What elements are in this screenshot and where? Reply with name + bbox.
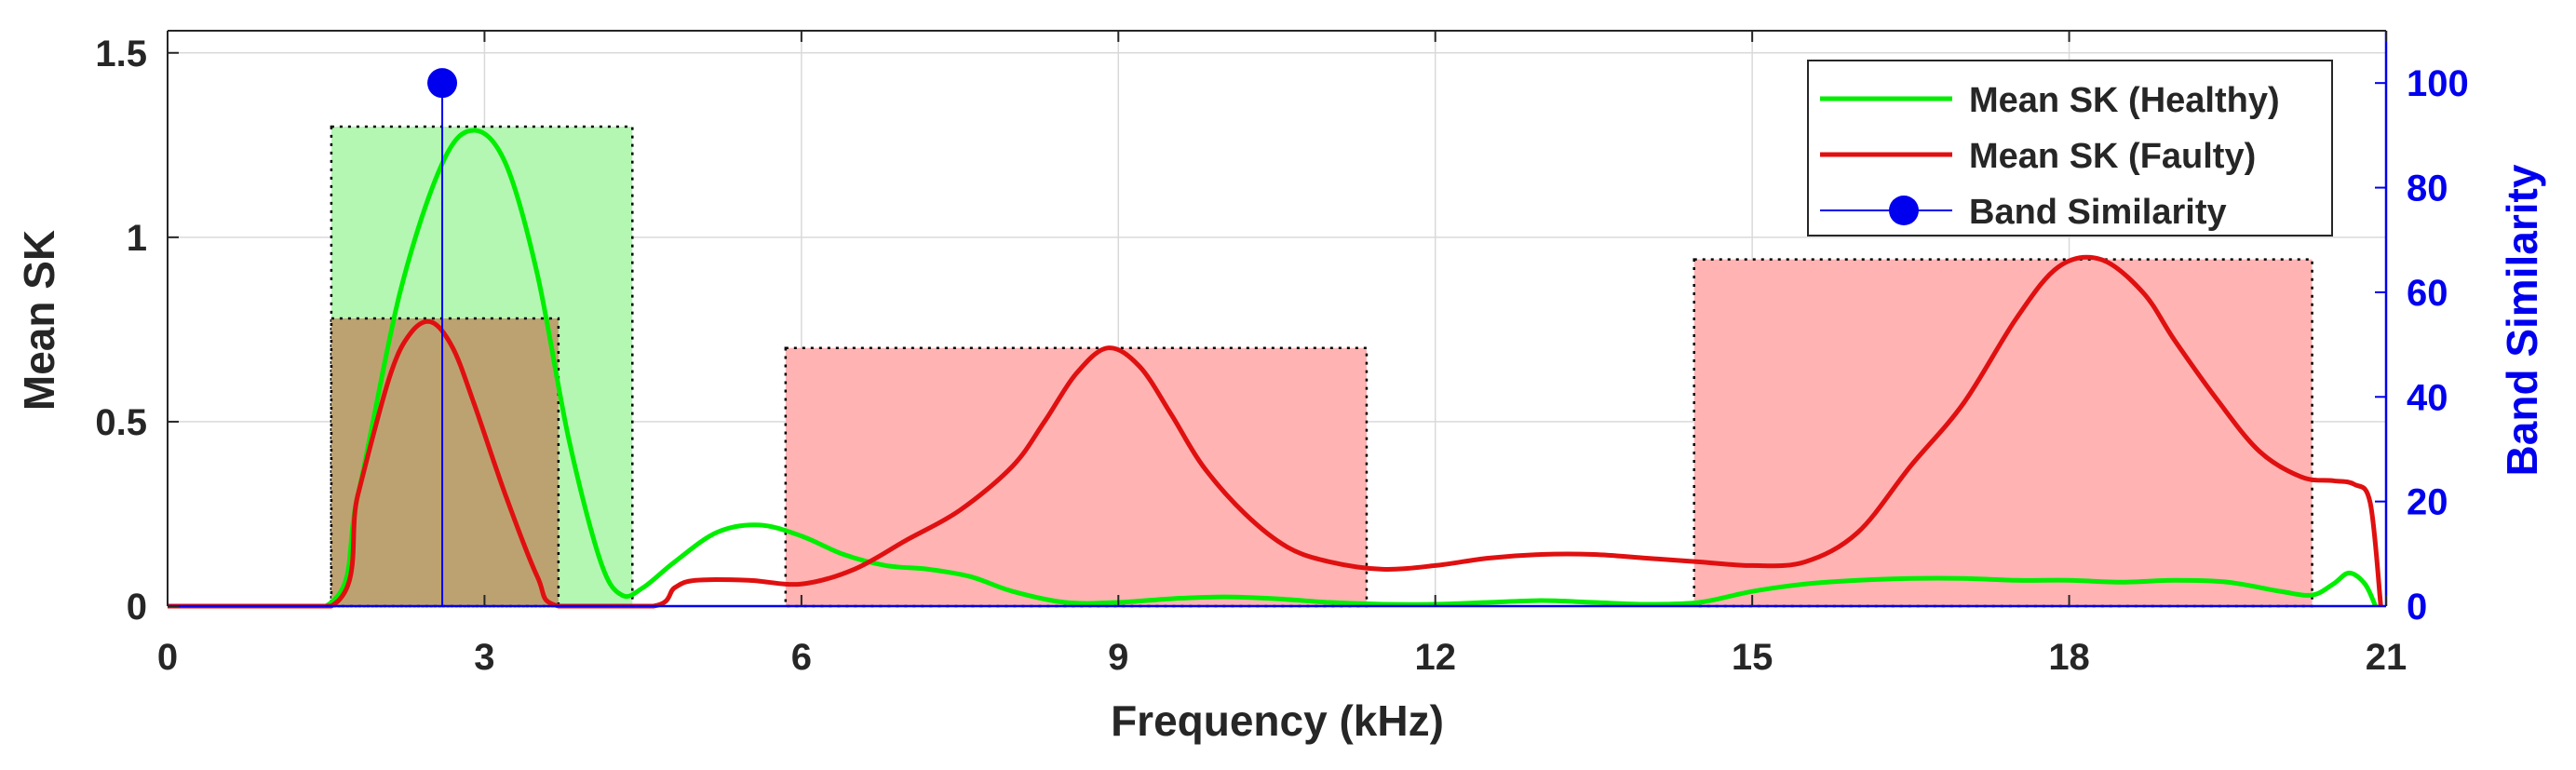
series-line-healthy [167,128,2378,609]
series-line-faulty [167,254,2383,609]
y-tick-label: 1.5 [95,34,147,74]
x-axis-label: Frequency (kHz) [1111,696,1444,745]
y-axis-label: Mean SK [15,230,63,411]
y2-tick-label: 60 [2407,273,2448,314]
x-tick-label: 21 [2366,637,2407,678]
overlap-band-1 [330,317,560,608]
faulty-band-2 [784,346,1369,608]
x-tick-label: 18 [2048,637,2090,678]
y2-tick-label: 100 [2407,63,2469,104]
legend-label-similarity: Band Similarity [1969,193,2227,232]
series-lines [167,128,2383,609]
y-tick-label: 1 [127,218,147,259]
legend-label-healthy: Mean SK (Healthy) [1969,81,2280,120]
x-tick-label: 15 [1732,637,1774,678]
similarity-marker [427,68,458,99]
legend-swatch-similarity-marker [1889,196,1919,225]
y2-axis-label: Band Similarity [2498,164,2546,476]
x-tick-label: 3 [474,637,494,678]
y2-tick-label: 40 [2407,377,2448,418]
legend: Mean SK (Healthy) Mean SK (Faulty) Band … [1807,60,2333,236]
similarity-stems [427,68,458,606]
x-tick-label: 9 [1108,637,1128,678]
x-tick-label: 6 [791,637,812,678]
x-tick-label: 0 [157,637,178,678]
y2-tick-label: 80 [2407,169,2448,209]
axes [167,30,2388,608]
legend-label-faulty: Mean SK (Faulty) [1969,137,2256,176]
x-tick-label: 12 [1414,637,1456,678]
faulty-band-3 [1693,258,2313,608]
y2-tick-label: 20 [2407,482,2448,523]
y-tick-label: 0 [127,587,147,628]
y2-tick-label: 0 [2407,587,2427,628]
y-tick-label: 0.5 [95,402,147,443]
